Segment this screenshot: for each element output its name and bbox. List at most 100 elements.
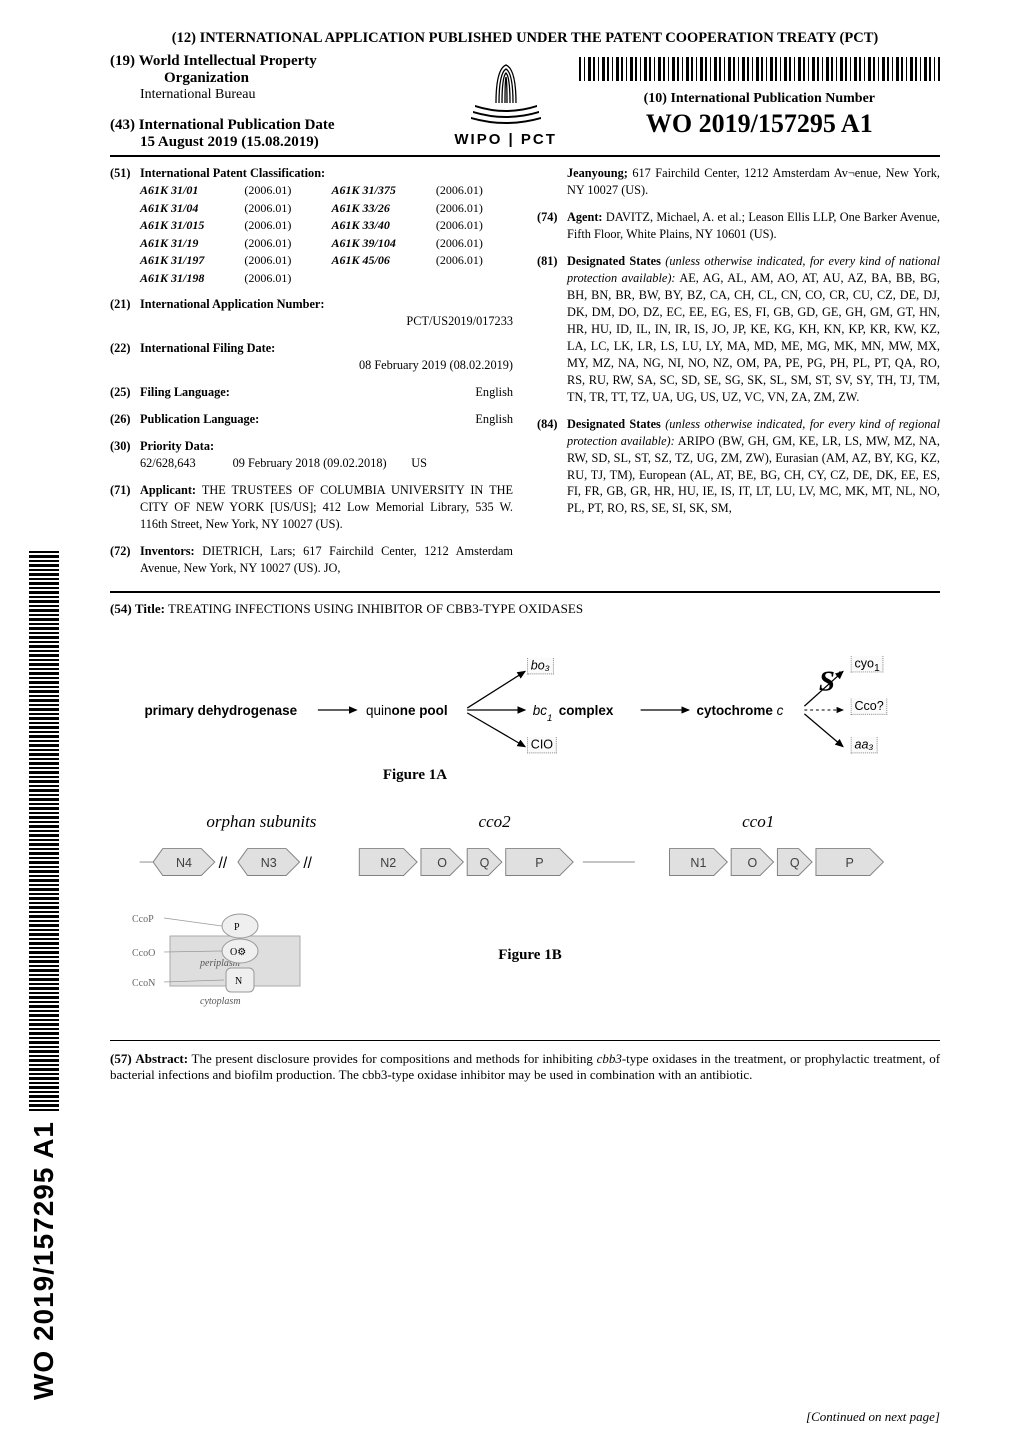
field-74: (74) Agent: DAVITZ, Michael, A. et al.; … (537, 209, 940, 243)
treaty-heading: (12) INTERNATIONAL APPLICATION PUBLISHED… (110, 30, 940, 47)
svg-text:O: O (747, 856, 757, 870)
field-30-num: (30) (110, 438, 140, 472)
field-21: (21) International Application Number: P… (110, 296, 513, 330)
svg-text:O⚙: O⚙ (230, 947, 246, 958)
field-57-label: Abstract: (135, 1051, 188, 1066)
wipo-logo-icon (461, 59, 551, 129)
svg-text:CcoP: CcoP (132, 914, 154, 925)
svg-text:N4: N4 (176, 856, 192, 870)
svg-text:Q: Q (790, 856, 800, 870)
svg-text:N1: N1 (690, 856, 706, 870)
rule-bottom (110, 1040, 940, 1041)
bibliographic-data: (51) International Patent Classification… (110, 165, 940, 587)
figure-1a: primary dehydrogenase quinone pool bo₃ b… (110, 631, 940, 788)
svg-text://: // (219, 855, 228, 872)
fig1a-cco: Cco? (851, 698, 888, 714)
field-22-label: International Filing Date: (140, 341, 275, 355)
abstract-text-1: The present disclosure provides for comp… (192, 1051, 597, 1066)
field-25: (25) Filing Language: English (110, 384, 513, 401)
field-21-value: PCT/US2019/017233 (140, 313, 513, 330)
field-54-text: TREATING INFECTIONS USING INHIBITOR OF C… (168, 601, 583, 616)
fig1b-membrane-diagram: periplasm cytoplasm P O⚙ N CcoP CcoO Cco… (130, 896, 320, 1016)
field-54-label: Title: (135, 601, 165, 616)
field-30: (30) Priority Data: 62/628,643 09 Februa… (110, 438, 513, 472)
field-84: (84) Designated States (unless otherwise… (537, 416, 940, 518)
svg-text:P: P (845, 856, 853, 870)
header-right: (10) International Publication Number WO… (571, 53, 940, 139)
field-81-text: AE, AG, AL, AM, AO, AT, AU, AZ, BA, BB, … (567, 271, 940, 404)
svg-text:quinone pool: quinone pool (366, 703, 448, 718)
fig1a-cio: CIO (527, 737, 557, 753)
rule-top (110, 155, 940, 157)
field-26-value: English (475, 411, 513, 428)
field-25-label: Filing Language: (140, 384, 230, 401)
pub-date-label: International Publication Date (139, 117, 335, 133)
abstract-cbb3: cbb3 (597, 1051, 622, 1066)
field-21-label: International Application Number: (140, 297, 324, 311)
biblio-right-col: Jeanyoung; 617 Fairchild Center, 1212 Am… (537, 165, 940, 587)
top-barcode (579, 57, 940, 81)
field-25-value: English (475, 384, 513, 401)
field-51: (51) International Patent Classification… (110, 165, 513, 286)
field-57-num: (57) (110, 1051, 132, 1066)
svg-text:CcoN: CcoN (132, 978, 155, 989)
fig1b-caption: Figure 1B (498, 947, 561, 963)
field-30-line: 62/628,643 09 February 2018 (09.02.2018)… (140, 456, 427, 470)
svg-text:cytochrome c: cytochrome c (696, 703, 783, 718)
field-71-label: Applicant: (140, 483, 196, 497)
fig1b-cco1-label: cco1 (626, 812, 890, 832)
field-71-text: THE TRUSTEES OF COLUMBIA UNIVERSITY IN T… (140, 483, 513, 531)
fig1a-caption: Figure 1A (383, 767, 447, 783)
field-54-num: (54) (110, 601, 132, 616)
field-30-label: Priority Data: (140, 439, 214, 453)
field-10-num: (10) (644, 91, 667, 106)
org-name-1: World Intellectual Property (139, 53, 317, 69)
fig1b-cco2-label: cco2 (363, 812, 627, 832)
inventors-cont-name: Jeanyoung; (567, 166, 628, 180)
field-74-text: DAVITZ, Michael, A. et al.; Leason Ellis… (567, 210, 940, 241)
field-26: (26) Publication Language: English (110, 411, 513, 428)
svg-text:cytoplasm: cytoplasm (200, 996, 241, 1007)
spine-publication-number: WO 2019/157295 A1 (28, 1121, 60, 1400)
continued-note: [Continued on next page] (806, 1409, 940, 1425)
svg-text:Q: Q (480, 856, 490, 870)
header-row: (19) World Intellectual Property Organiz… (110, 53, 940, 151)
field-72: (72) Inventors: DIETRICH, Lars; 617 Fair… (110, 543, 513, 577)
field-71-num: (71) (110, 482, 140, 533)
fig1b-gene-arrows: N4//N3//N2OQPN1OQP (130, 838, 920, 888)
field-51-num: (51) (110, 165, 140, 286)
international-bureau: International Bureau (140, 87, 433, 103)
field-21-num: (21) (110, 296, 140, 330)
field-81: (81) Designated States (unless otherwise… (537, 253, 940, 406)
field-72-cont: Jeanyoung; 617 Fairchild Center, 1212 Am… (537, 165, 940, 199)
ipc-grid: A61K 31/01(2006.01)A61K 31/375(2006.01)A… (140, 182, 513, 286)
svg-text:P: P (234, 922, 240, 933)
biblio-left-col: (51) International Patent Classification… (110, 165, 513, 587)
field-51-label: International Patent Classification: (140, 166, 325, 180)
ipn-value: WO 2019/157295 A1 (579, 109, 940, 139)
svg-text:CcoO: CcoO (132, 948, 155, 959)
svg-text:O: O (437, 856, 447, 870)
field-26-label: Publication Language: (140, 411, 259, 428)
header-logo-block: WIPO | PCT (441, 53, 571, 148)
field-22-num: (22) (110, 340, 140, 374)
field-26-num: (26) (110, 411, 140, 428)
field-25-num: (25) (110, 384, 140, 401)
field-22-value: 08 February 2019 (08.02.2019) (140, 357, 513, 374)
field-84-label: Designated States (567, 417, 661, 431)
svg-text:N2: N2 (380, 856, 396, 870)
svg-text:bc1: bc1 (533, 703, 553, 724)
svg-text:N: N (235, 976, 242, 987)
field-81-num: (81) (537, 253, 567, 406)
wipo-pct-text: WIPO | PCT (454, 131, 557, 148)
field-57: (57) Abstract: The present disclosure pr… (110, 1051, 940, 1083)
fig1a-s-prime: S' (819, 666, 843, 698)
field-72-num: (72) (110, 543, 140, 577)
field-74-label: Agent: (567, 210, 603, 224)
field-74-num: (74) (537, 209, 567, 243)
field-19-num: (19) (110, 53, 135, 69)
org-name-2: Organization (164, 70, 249, 86)
field-84-num: (84) (537, 416, 567, 518)
field-72-label: Inventors: (140, 544, 195, 558)
figure-1b: orphan subunits cco2 cco1 N4//N3//N2OQPN… (110, 808, 940, 1020)
